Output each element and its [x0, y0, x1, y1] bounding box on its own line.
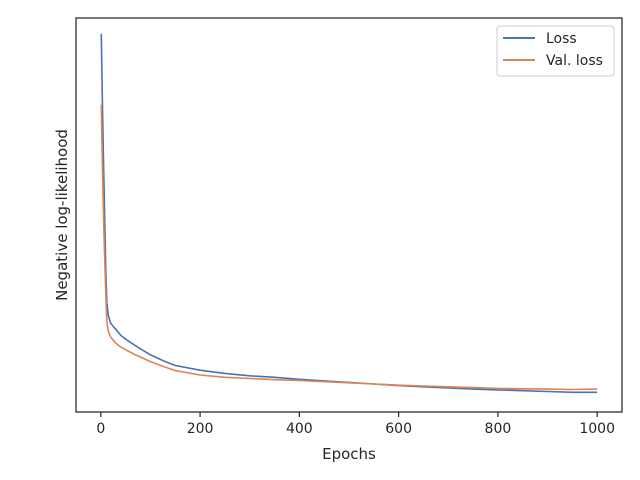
x-tick-label: 400	[286, 421, 313, 437]
legend-label: Loss	[546, 31, 577, 47]
x-tick-label: 800	[485, 421, 512, 437]
plot-frame	[75, 17, 623, 413]
plot-area	[100, 33, 598, 394]
series-line-loss	[100, 33, 598, 394]
x-tick-label: 1000	[579, 421, 615, 437]
x-axis-label: Epochs	[322, 445, 376, 463]
y-axis-label: Negative log-likelihood	[53, 129, 71, 301]
legend: Loss Val. loss	[496, 25, 615, 77]
series-line-val-loss	[100, 104, 598, 391]
x-tick-label: 200	[187, 421, 214, 437]
x-axis: 0 200 400 600 800 1000	[96, 412, 615, 437]
x-tick-label: 0	[96, 421, 105, 437]
x-tick-label: 600	[385, 421, 412, 437]
legend-label: Val. loss	[546, 53, 603, 69]
